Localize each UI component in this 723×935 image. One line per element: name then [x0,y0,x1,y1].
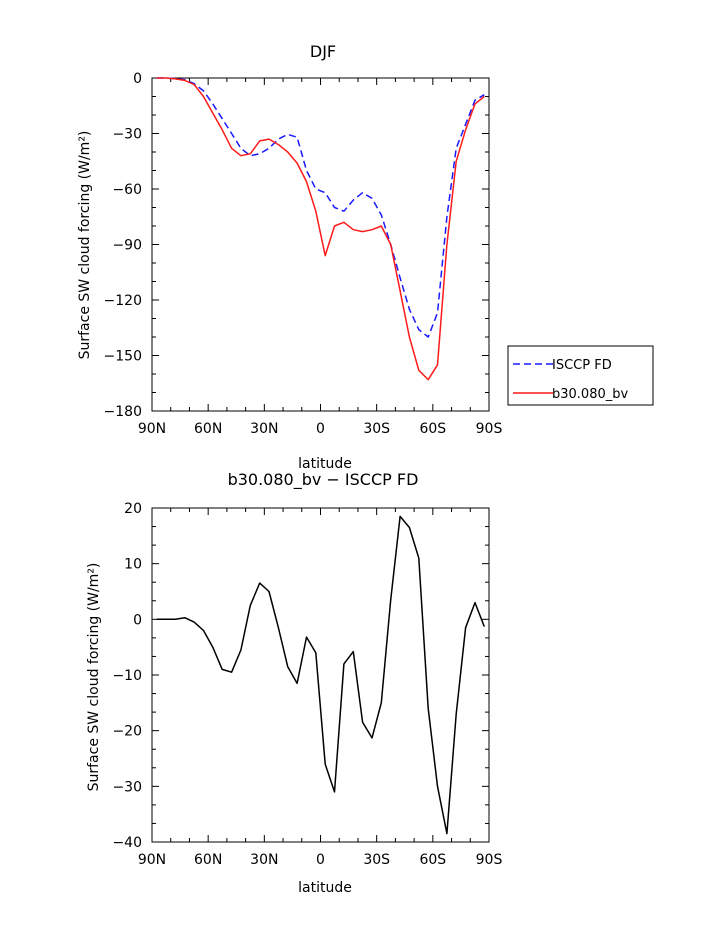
plot-area: 90N 60N 30N 0 30S 60S 90S 0 −30 −60 −90 −120 −150 −18… [104,71,503,437]
y-tick-label: −150 [104,349,142,365]
y-tick-label: −120 [104,293,142,309]
x-tick-label: 60N [194,421,222,437]
y-tick-label: 0 [133,71,142,87]
chart-title: b30.080_bv − ISCCP FD [228,470,419,490]
chart-title: DJF [310,42,336,61]
y-tick-label: −60 [112,182,142,198]
y-tick-label: 0 [133,612,142,628]
legend-box [507,345,654,406]
x-tick-label: 90S [476,421,503,437]
x-tick-label: 0 [316,421,325,437]
series-line [156,77,485,381]
x-axis-label: latitude [298,880,352,896]
series-line [156,515,485,835]
y-tick-label: −30 [112,779,142,795]
x-tick-label: 0 [316,852,325,868]
y-tick-label: 20 [124,501,142,517]
x-tick-label: 60S [419,852,446,868]
y-tick-label: 10 [124,557,142,573]
y-tick-label: −180 [104,404,142,420]
y-axis-label: Surface SW cloud forcing (W/m²) [86,563,102,792]
x-tick-label: 30N [250,421,278,437]
x-tick-label: 30S [363,421,390,437]
legend: ISCCP FD b30.080_bv [507,345,654,406]
x-tick-label: 60S [419,421,446,437]
y-tick-label: −20 [112,724,142,740]
plot-area: 90N 60N 30N 0 30S 60S 90S 20 10 0 −10 −20 −30 −40 [112,501,502,868]
x-tick-label: 90S [476,852,503,868]
series-line [156,77,485,338]
x-tick-label: 30N [250,852,278,868]
x-tick-label: 90N [138,852,166,868]
legend-label-b30: b30.080_bv [552,387,628,402]
chart-djf: DJF 90N 60N 30N 0 30S 60S 90S 0 −30 −60 −90 −120 −15… [77,42,654,472]
x-tick-label: 60N [194,852,222,868]
y-tick-label: −90 [112,238,142,254]
x-tick-label: 30S [363,852,390,868]
legend-label-isccp: ISCCP FD [552,358,612,373]
y-tick-label: −10 [112,668,142,684]
x-axis-label: latitude [298,456,352,472]
y-axis-label: Surface SW cloud forcing (W/m²) [77,131,93,360]
chart-difference: b30.080_bv − ISCCP FD 90N 60N 30N 0 30S 60S 90… [86,470,502,896]
y-tick-label: −30 [112,127,142,143]
x-tick-label: 90N [138,421,166,437]
y-tick-label: −40 [112,835,142,851]
